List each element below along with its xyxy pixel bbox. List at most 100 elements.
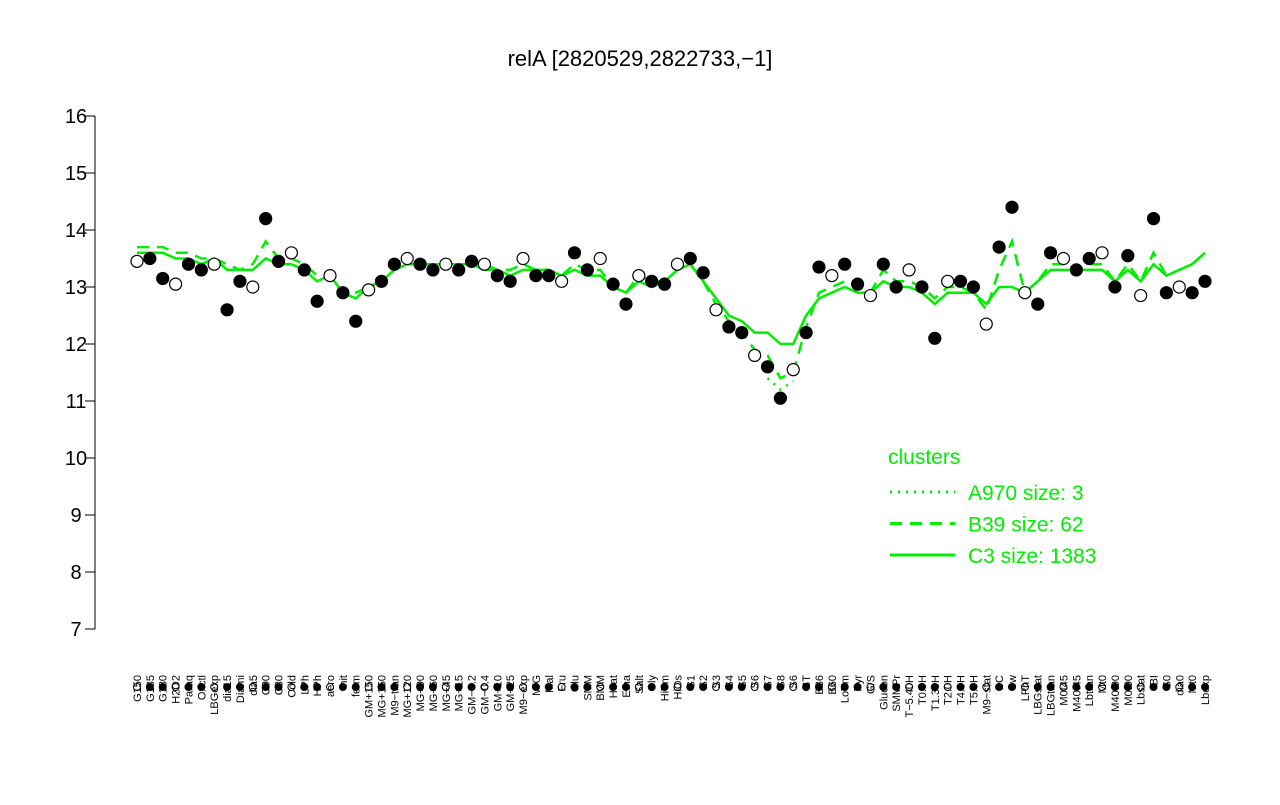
sample-dot <box>1033 683 1042 691</box>
data-point <box>529 269 543 283</box>
y-tick-label: 7 <box>70 619 81 641</box>
data-point <box>1056 251 1071 266</box>
data-point <box>516 251 530 266</box>
data-point <box>1108 280 1122 294</box>
x-tick-label: M40t90 <box>1110 675 1122 712</box>
data-point <box>567 246 582 260</box>
data-point <box>1146 212 1161 226</box>
x-tick-label: BMM <box>595 675 607 701</box>
sample-dot <box>338 683 347 691</box>
x-tick-label: MG+45 <box>441 675 453 711</box>
x-tick-label: S5 <box>737 675 749 688</box>
sample-dot <box>995 683 1004 691</box>
sample-dot <box>763 683 772 691</box>
x-tick-label: Lbtran <box>1084 675 1096 706</box>
data-point <box>709 303 723 317</box>
sample-dot <box>1162 683 1171 691</box>
data-point <box>748 348 762 362</box>
x-tick-label: MG+120 <box>402 675 414 718</box>
sample-dot <box>956 683 965 691</box>
data-point <box>220 303 234 317</box>
x-tick-label: LBGstat <box>1033 675 1045 715</box>
sample-dot <box>403 683 412 691</box>
x-tick-label: MG+150 <box>376 675 388 718</box>
x-tick-label: ferm <box>351 675 363 697</box>
data-point <box>773 391 787 405</box>
sample-dot <box>300 683 309 691</box>
y-tick-label: 9 <box>70 505 81 527</box>
data-point <box>156 271 170 286</box>
sample-dot <box>1136 683 1145 691</box>
legend-title: clusters <box>888 446 960 469</box>
sample-dot <box>776 683 785 691</box>
data-point <box>953 274 968 288</box>
x-tick-label: Heat <box>608 675 620 698</box>
x-tick-label: Lbexp <box>1200 675 1212 705</box>
data-point <box>1018 286 1032 300</box>
x-tick-label: Glucon <box>878 675 890 710</box>
x-tick-label: GM+150 <box>364 675 376 718</box>
sample-dot <box>1098 683 1107 691</box>
x-tick-label: M9−tran <box>389 675 401 716</box>
data-point <box>1134 288 1148 303</box>
sample-dot <box>1175 683 1184 691</box>
data-point <box>181 257 196 271</box>
sample-dot <box>853 683 862 691</box>
x-tick-label: Glu <box>569 675 581 692</box>
data-point <box>130 254 144 268</box>
y-tick-label: 15 <box>65 163 87 185</box>
x-tick-label: Pyr <box>853 675 865 692</box>
sample-dot <box>223 683 232 691</box>
data-point <box>812 260 826 274</box>
sample-dot <box>261 683 270 691</box>
data-point <box>825 269 839 283</box>
data-point <box>657 277 672 291</box>
x-tick-label: S3 <box>711 675 723 688</box>
x-tick-label: nit <box>338 675 350 687</box>
sample-dot <box>351 683 360 691</box>
x-tick-label: Gly <box>647 675 659 692</box>
sample-dot <box>647 683 656 691</box>
x-tick-label: M9−stat <box>981 675 993 714</box>
data-point <box>490 269 504 283</box>
sample-dot <box>441 683 450 691</box>
sample-dot <box>158 683 167 691</box>
sample-dot <box>428 683 437 691</box>
sample-dot <box>621 683 630 691</box>
sample-dot <box>634 683 643 691</box>
sample-dot <box>712 683 721 691</box>
x-tick-label: B60 <box>827 675 839 695</box>
data-point <box>876 257 890 271</box>
data-point <box>1172 280 1186 294</box>
x-tick-label: LPh <box>299 675 311 695</box>
data-point <box>966 280 980 294</box>
data-point <box>992 240 1006 254</box>
data-point <box>645 274 659 288</box>
sample-dot <box>596 683 605 691</box>
sample-dot <box>660 683 669 691</box>
sample-dot <box>531 683 540 691</box>
x-tick-label: S1 <box>685 675 697 688</box>
data-point <box>259 212 273 226</box>
sample-dot <box>802 683 811 691</box>
data-point <box>915 280 929 294</box>
x-tick-label: S7 <box>763 675 775 688</box>
sample-dot <box>969 683 978 691</box>
chart-title: relA [2820529,2822733,−1] <box>508 46 773 71</box>
data-point <box>452 263 466 277</box>
data-point <box>683 251 697 266</box>
x-tick-label: T4.0H <box>956 675 968 705</box>
data-point <box>349 314 363 328</box>
data-point <box>362 283 376 297</box>
sample-dot <box>493 683 502 691</box>
sample-dot <box>905 683 914 691</box>
sample-dot <box>1201 683 1209 691</box>
x-tick-label: HiOs <box>672 675 684 700</box>
x-tick-label: T0.0H <box>917 675 929 705</box>
x-tick-label: SMMPr <box>891 675 903 712</box>
x-tick-label: G180 <box>158 675 170 702</box>
x-tick-label: BC <box>994 675 1006 690</box>
x-tick-label: HPh <box>312 675 324 696</box>
data-point <box>1185 286 1199 300</box>
